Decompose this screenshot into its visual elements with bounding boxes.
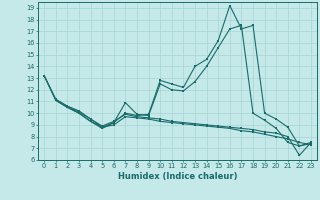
X-axis label: Humidex (Indice chaleur): Humidex (Indice chaleur): [118, 172, 237, 181]
